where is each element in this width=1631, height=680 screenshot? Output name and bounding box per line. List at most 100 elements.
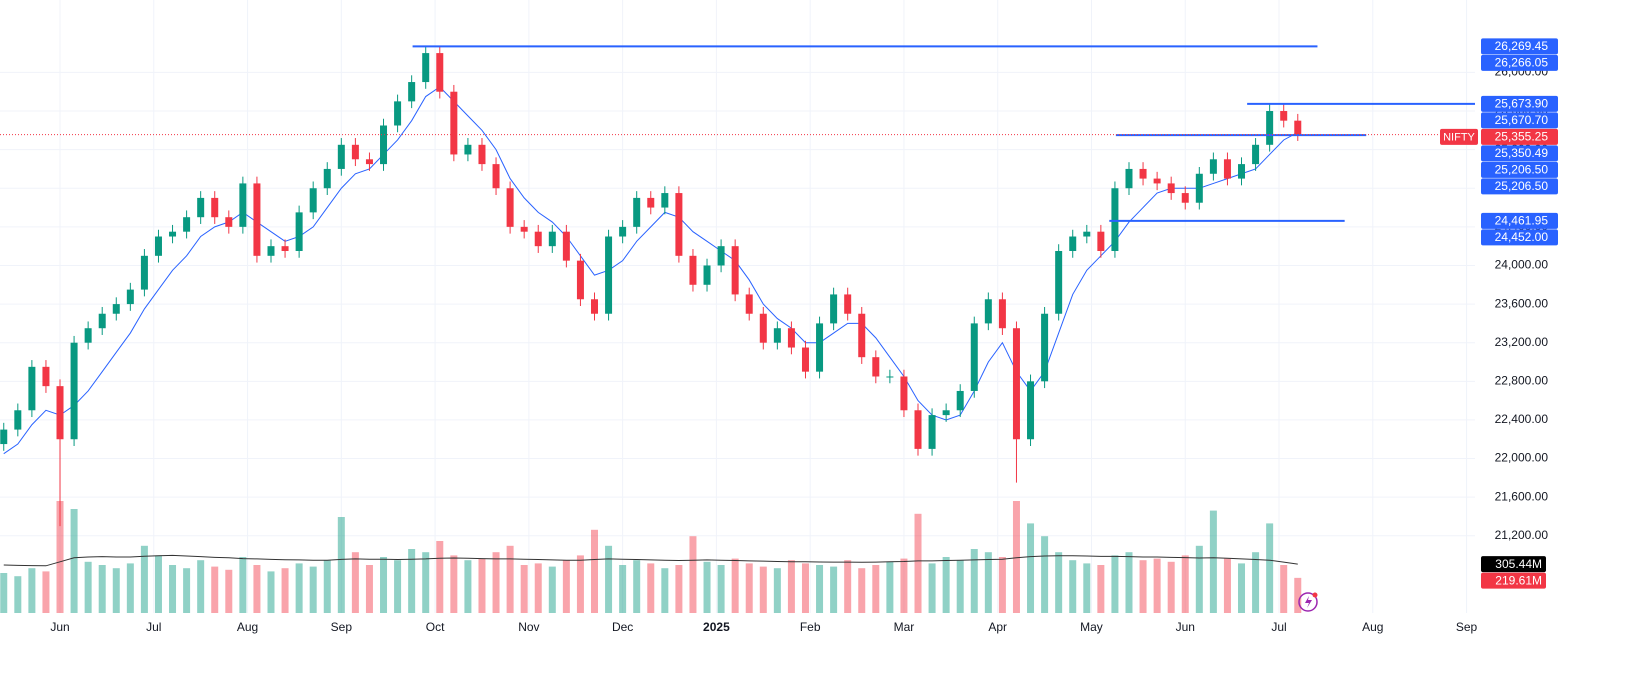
assistant-icon-dot [1312,592,1318,598]
candle-body [844,294,852,314]
volume-bar [183,568,191,613]
candle-body [197,197,205,218]
candle-body [380,125,388,165]
candle-body [520,226,528,232]
x-tick-label: Aug [1362,620,1383,634]
candle-body [211,197,219,218]
volume-bar [844,560,852,613]
candle-body [492,164,500,189]
candle-body [562,231,570,261]
volume-bar [394,560,402,613]
assistant-icon-bolt [1305,596,1312,608]
volume-label-box [1481,572,1546,589]
candle-body [98,313,106,329]
volume-bar [211,566,219,613]
candle-body [576,260,584,300]
candle-body [1209,159,1217,174]
candle-body [872,357,880,377]
x-tick-label: Aug [237,620,258,634]
candle-body [548,231,556,247]
volume-bar [956,560,964,613]
y-tick-label: 22,800.00 [1495,373,1549,387]
candle-body [140,255,148,290]
x-tick-label: Apr [988,620,1007,634]
volume-bar [1125,552,1133,613]
time-scale-background [0,613,1475,680]
volume-bar [942,557,950,613]
volume-bar [914,513,922,613]
assistant-icon [1298,592,1318,612]
volume-bar [1294,577,1302,613]
volume-bar [197,560,205,613]
volume-bar [900,558,908,613]
candle-body [309,188,317,213]
y-tick-label: 21,200.00 [1495,528,1549,542]
candle-body [267,246,275,256]
candle-body [126,289,134,305]
candle-body [154,236,162,256]
volume-bar [1097,565,1105,613]
y-tick-label: 23,600.00 [1495,296,1549,310]
volume-bar [548,566,556,613]
candle-body [1069,236,1077,251]
candle-body [703,265,711,285]
volume-bar [830,566,838,613]
price-label-box [1481,212,1558,229]
volume-bar [717,565,725,613]
candle-body [14,410,22,430]
volume-bar [773,568,781,613]
candle-body [1223,159,1231,179]
candle-body [858,313,866,358]
volume-bar [816,565,824,613]
volume-bar [239,557,247,613]
candle-body [464,144,472,155]
x-tick-label: Mar [894,620,915,634]
x-tick-label: Jul [1271,620,1286,634]
candle-body [1280,111,1288,121]
volume-bar [98,565,106,613]
candle-body [998,299,1006,329]
candle-body [956,390,964,411]
price-label: 24,461.95 [1495,214,1549,228]
volume-bar [112,568,120,613]
x-tick-label: Jun [1176,620,1195,634]
price-label-box [1481,229,1558,246]
volume-bar [42,571,50,613]
volume-bar [169,565,177,613]
price-label-box [1481,38,1558,55]
candle-body [900,376,908,411]
volume-bar [28,568,36,613]
candle-body [970,323,978,391]
volume-bar [1083,563,1091,613]
candle-body [394,101,402,126]
volume-bar [801,563,809,613]
candle-body [408,82,416,102]
volume-bar [14,576,22,613]
volume-bar [478,558,486,613]
volume-bar [323,560,331,613]
candle-body [70,342,78,440]
price-label-box [1481,128,1558,145]
candle-body [295,212,303,251]
candle-body [169,231,177,237]
price-label-box [1481,54,1558,71]
volume-bar [253,565,261,613]
volume-bar [70,509,78,613]
candle-body [759,313,767,343]
price-label: 25,350.49 [1495,146,1549,160]
candle-body [619,226,627,237]
candle-body [647,197,655,208]
price-label: 26,269.45 [1495,39,1549,53]
volume-bar [351,552,359,613]
volume-bar [759,566,767,613]
volume-bar [689,536,697,613]
price-label: 25,206.50 [1495,179,1549,193]
volume-bar [633,560,641,613]
volume-bar [787,560,795,613]
y-tick-label: 24,000.00 [1495,258,1549,272]
candle-body [717,246,725,266]
candle-body [942,410,950,416]
candle-body [773,328,781,343]
volume-bar [661,568,669,613]
candle-body [534,231,542,247]
